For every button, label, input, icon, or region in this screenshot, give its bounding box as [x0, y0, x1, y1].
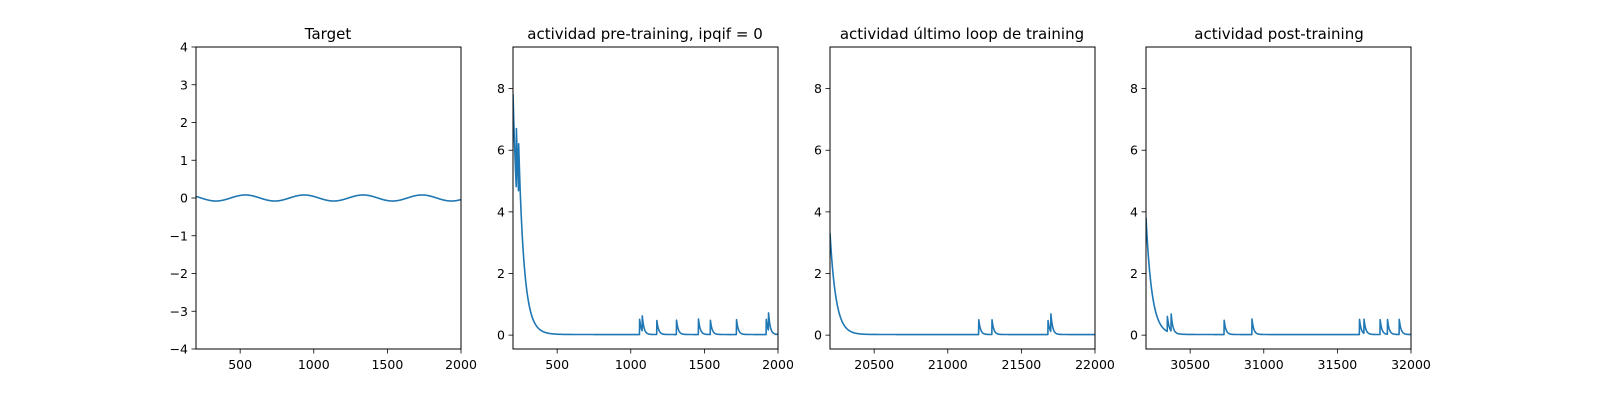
- x-tick-label: 500: [545, 357, 569, 372]
- y-tick-label: 4: [180, 40, 188, 55]
- panel-title: actividad post-training: [1194, 25, 1363, 43]
- y-tick-label: 2: [497, 266, 505, 281]
- y-tick-label: −4: [170, 342, 188, 357]
- panel-title: actividad pre-training, ipqif = 0: [527, 25, 763, 43]
- axes-frame: [829, 46, 1096, 350]
- axes-frame: [512, 46, 779, 350]
- y-tick-label: 0: [180, 191, 188, 206]
- x-tick-label: 31000: [1244, 357, 1284, 372]
- panel-plot-area: 500 1000 1500 2000 −4 −3 −2 −1 0 1 2 3 4: [170, 40, 477, 373]
- y-tick-label: 0: [814, 328, 822, 343]
- panel-post-training: actividad post-training 30500 31000 31500 3…: [1130, 25, 1431, 372]
- y-tick-label: 6: [814, 143, 822, 158]
- series-line: [196, 194, 461, 202]
- x-tick-label: 32000: [1391, 357, 1431, 372]
- x-tick-label: 31500: [1318, 357, 1358, 372]
- axes-frame: [1145, 46, 1412, 350]
- series-line: [1146, 217, 1411, 336]
- x-tick-label: 2000: [762, 357, 794, 372]
- y-tick-label: 8: [814, 81, 822, 96]
- panel-pre-training: actividad pre-training, ipqif = 0 500 100…: [497, 25, 794, 372]
- y-tick-label: 1: [180, 153, 188, 168]
- panel-target: Target 500 1000 1500 2000 −4 −3 −2 −1 0 1 2 3 4: [170, 25, 477, 372]
- y-tick-label: 6: [497, 143, 505, 158]
- y-tick-label: −1: [170, 228, 188, 243]
- panel-title: actividad último loop de training: [840, 25, 1084, 43]
- y-tick-label: 2: [814, 266, 822, 281]
- x-tick-label: 1000: [615, 357, 647, 372]
- x-tick-label: 20500: [854, 357, 894, 372]
- y-tick-label: 4: [1130, 204, 1138, 219]
- y-tick-label: 2: [180, 115, 188, 130]
- series-line: [513, 94, 778, 336]
- x-tick-label: 500: [228, 357, 252, 372]
- y-tick-label: 6: [1130, 143, 1138, 158]
- y-tick-label: 8: [1130, 81, 1138, 96]
- series-line: [830, 232, 1095, 336]
- x-tick-label: 21500: [1002, 357, 1042, 372]
- x-tick-label: 1000: [298, 357, 330, 372]
- y-tick-label: 3: [180, 77, 188, 92]
- y-tick-label: 0: [1130, 328, 1138, 343]
- x-tick-label: 1500: [371, 357, 403, 372]
- panel-last-training-loop: actividad último loop de training 20500 2…: [814, 25, 1115, 372]
- y-tick-label: 2: [1130, 266, 1138, 281]
- axes-frame: [195, 46, 462, 350]
- y-tick-label: −2: [170, 266, 188, 281]
- panel-plot-area: 500 1000 1500 2000 0 2 4 6 8: [497, 81, 794, 372]
- panel-title: Target: [304, 25, 352, 43]
- y-tick-label: 8: [497, 81, 505, 96]
- y-tick-label: −3: [170, 304, 188, 319]
- x-tick-label: 22000: [1075, 357, 1115, 372]
- panel-plot-area: 30500 31000 31500 32000 0 2 4 6 8: [1130, 81, 1431, 372]
- x-tick-label: 21000: [928, 357, 968, 372]
- x-tick-label: 30500: [1170, 357, 1210, 372]
- panel-plot-area: 20500 21000 21500 22000 0 2 4 6 8: [814, 81, 1115, 372]
- x-tick-label: 1500: [688, 357, 720, 372]
- x-tick-label: 2000: [445, 357, 477, 372]
- y-tick-label: 0: [497, 328, 505, 343]
- y-tick-label: 4: [497, 204, 505, 219]
- y-tick-label: 4: [814, 204, 822, 219]
